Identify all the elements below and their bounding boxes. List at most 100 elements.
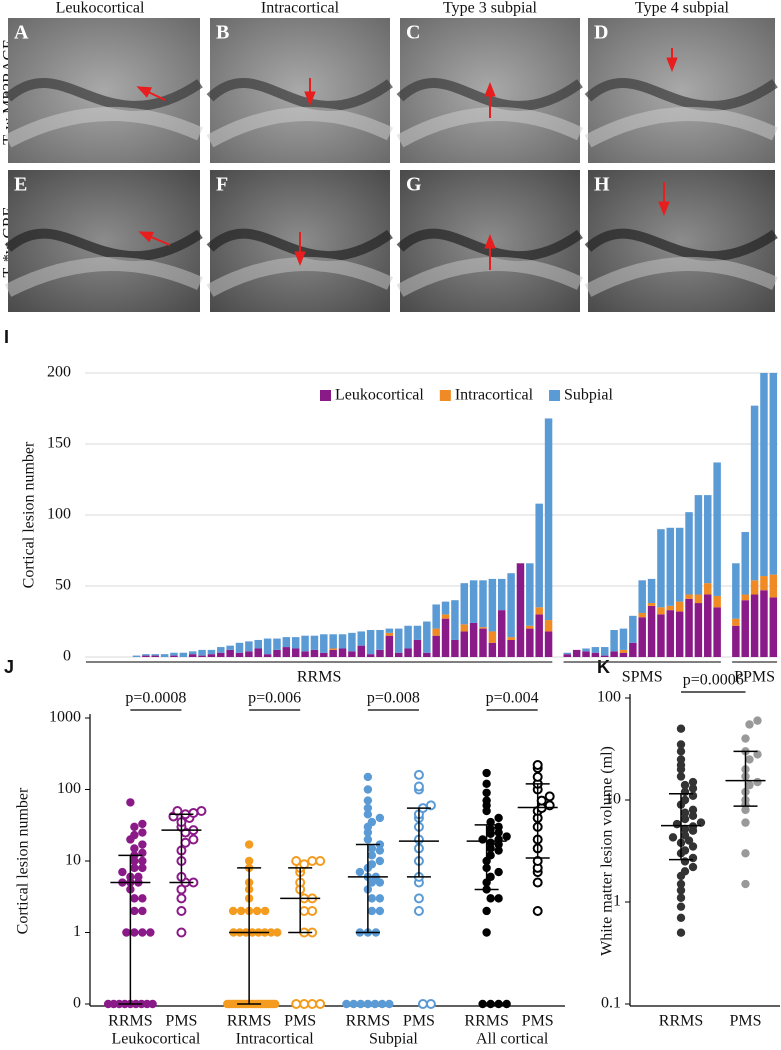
data-point [270, 999, 280, 1009]
bar-segment [404, 625, 412, 649]
bar-segment [329, 634, 337, 649]
data-point [696, 818, 706, 827]
arrow-head [658, 201, 670, 216]
bar-segment [451, 639, 459, 657]
data-point [688, 784, 698, 793]
data-point [130, 844, 139, 853]
bar-segment [451, 600, 459, 640]
bar-segment [142, 654, 150, 656]
bar-segment [535, 607, 543, 615]
data-point [367, 860, 377, 869]
bar-segment [338, 648, 347, 657]
bar-segment [479, 580, 487, 628]
arrow-head [304, 91, 316, 106]
x-tick-label: PMS [284, 1013, 316, 1030]
bar-segment [170, 652, 178, 656]
bar-segment [235, 642, 244, 653]
bar-segment [413, 639, 422, 657]
bar-segment [657, 607, 665, 615]
data-point [532, 877, 543, 888]
bar-segment [432, 635, 440, 657]
x-tick-label: RRMS [659, 1013, 703, 1030]
y-axis-label: White matter lesion volume (ml) [599, 746, 616, 956]
data-point [494, 846, 503, 855]
bar-segment [151, 655, 159, 657]
data-point [349, 999, 358, 1009]
data-point [676, 755, 686, 764]
bar-segment [479, 627, 487, 629]
data-point [367, 894, 377, 903]
group-label: All cortical [476, 1031, 549, 1048]
bar-segment [582, 651, 590, 657]
data-point [482, 928, 491, 937]
data-point [355, 867, 365, 877]
bar-segment [291, 648, 300, 657]
data-point [741, 879, 750, 889]
data-point [188, 834, 199, 845]
data-point [676, 740, 686, 749]
data-point [291, 999, 302, 1009]
sulcus [206, 77, 393, 111]
data-point [363, 999, 373, 1009]
data-point [299, 999, 310, 1009]
bar-segment [694, 495, 703, 595]
bar-segment [207, 654, 216, 657]
data-point [299, 905, 310, 916]
data-point [176, 927, 187, 938]
bar-segment [479, 628, 487, 657]
image-letter: A [14, 22, 29, 44]
bar-segment [750, 580, 759, 595]
bar-segment [423, 621, 431, 653]
data-point [180, 837, 191, 848]
data-point [688, 842, 698, 851]
p-value: p=0.004 [486, 690, 539, 707]
bar-segment [301, 635, 309, 652]
data-point [363, 796, 373, 805]
y-tick-label: 100 [47, 506, 71, 523]
bar-segment [760, 576, 768, 591]
data-point [494, 894, 503, 903]
data-point [536, 795, 547, 806]
x-tick-label: RRMS [108, 1013, 152, 1030]
y-tick-label: 0 [63, 648, 71, 665]
y-tick-label: 1000 [49, 709, 81, 726]
bar-segment [282, 637, 291, 648]
data-point [417, 999, 428, 1009]
data-point [753, 750, 762, 759]
p-value: p=0.0008 [125, 690, 186, 707]
panel-letter: I [4, 327, 9, 347]
bar-segment [432, 604, 440, 629]
data-point [413, 781, 424, 792]
data-point [494, 999, 503, 1009]
data-point [260, 906, 270, 916]
data-point [413, 905, 424, 916]
bar-segment [310, 649, 319, 657]
bar-segment [254, 648, 262, 657]
data-point [299, 859, 310, 870]
bar-segment [647, 603, 656, 606]
data-point [676, 886, 686, 895]
bar-segment [338, 634, 347, 649]
bar-segment [769, 574, 778, 598]
bar-segment [526, 625, 534, 629]
arrow-head [484, 234, 496, 249]
sulcus [206, 228, 393, 262]
bar-segment [526, 563, 534, 626]
data-point [367, 844, 377, 853]
bar-segment [320, 652, 328, 657]
data-point [482, 788, 491, 797]
image-letter: B [216, 22, 229, 44]
y-tick-label: 100 [57, 780, 81, 797]
group-label: Subpial [369, 1031, 418, 1048]
bar-segment [432, 628, 440, 636]
bar-segment [619, 628, 628, 650]
arrow-head [294, 251, 306, 266]
bar-segment [741, 600, 749, 657]
bar-segment [469, 580, 478, 623]
y-tick-label: 10 [605, 791, 621, 808]
data-point [413, 769, 424, 780]
data-point [356, 999, 365, 1009]
data-point [130, 863, 139, 873]
data-point [291, 856, 302, 866]
data-point [676, 747, 686, 756]
